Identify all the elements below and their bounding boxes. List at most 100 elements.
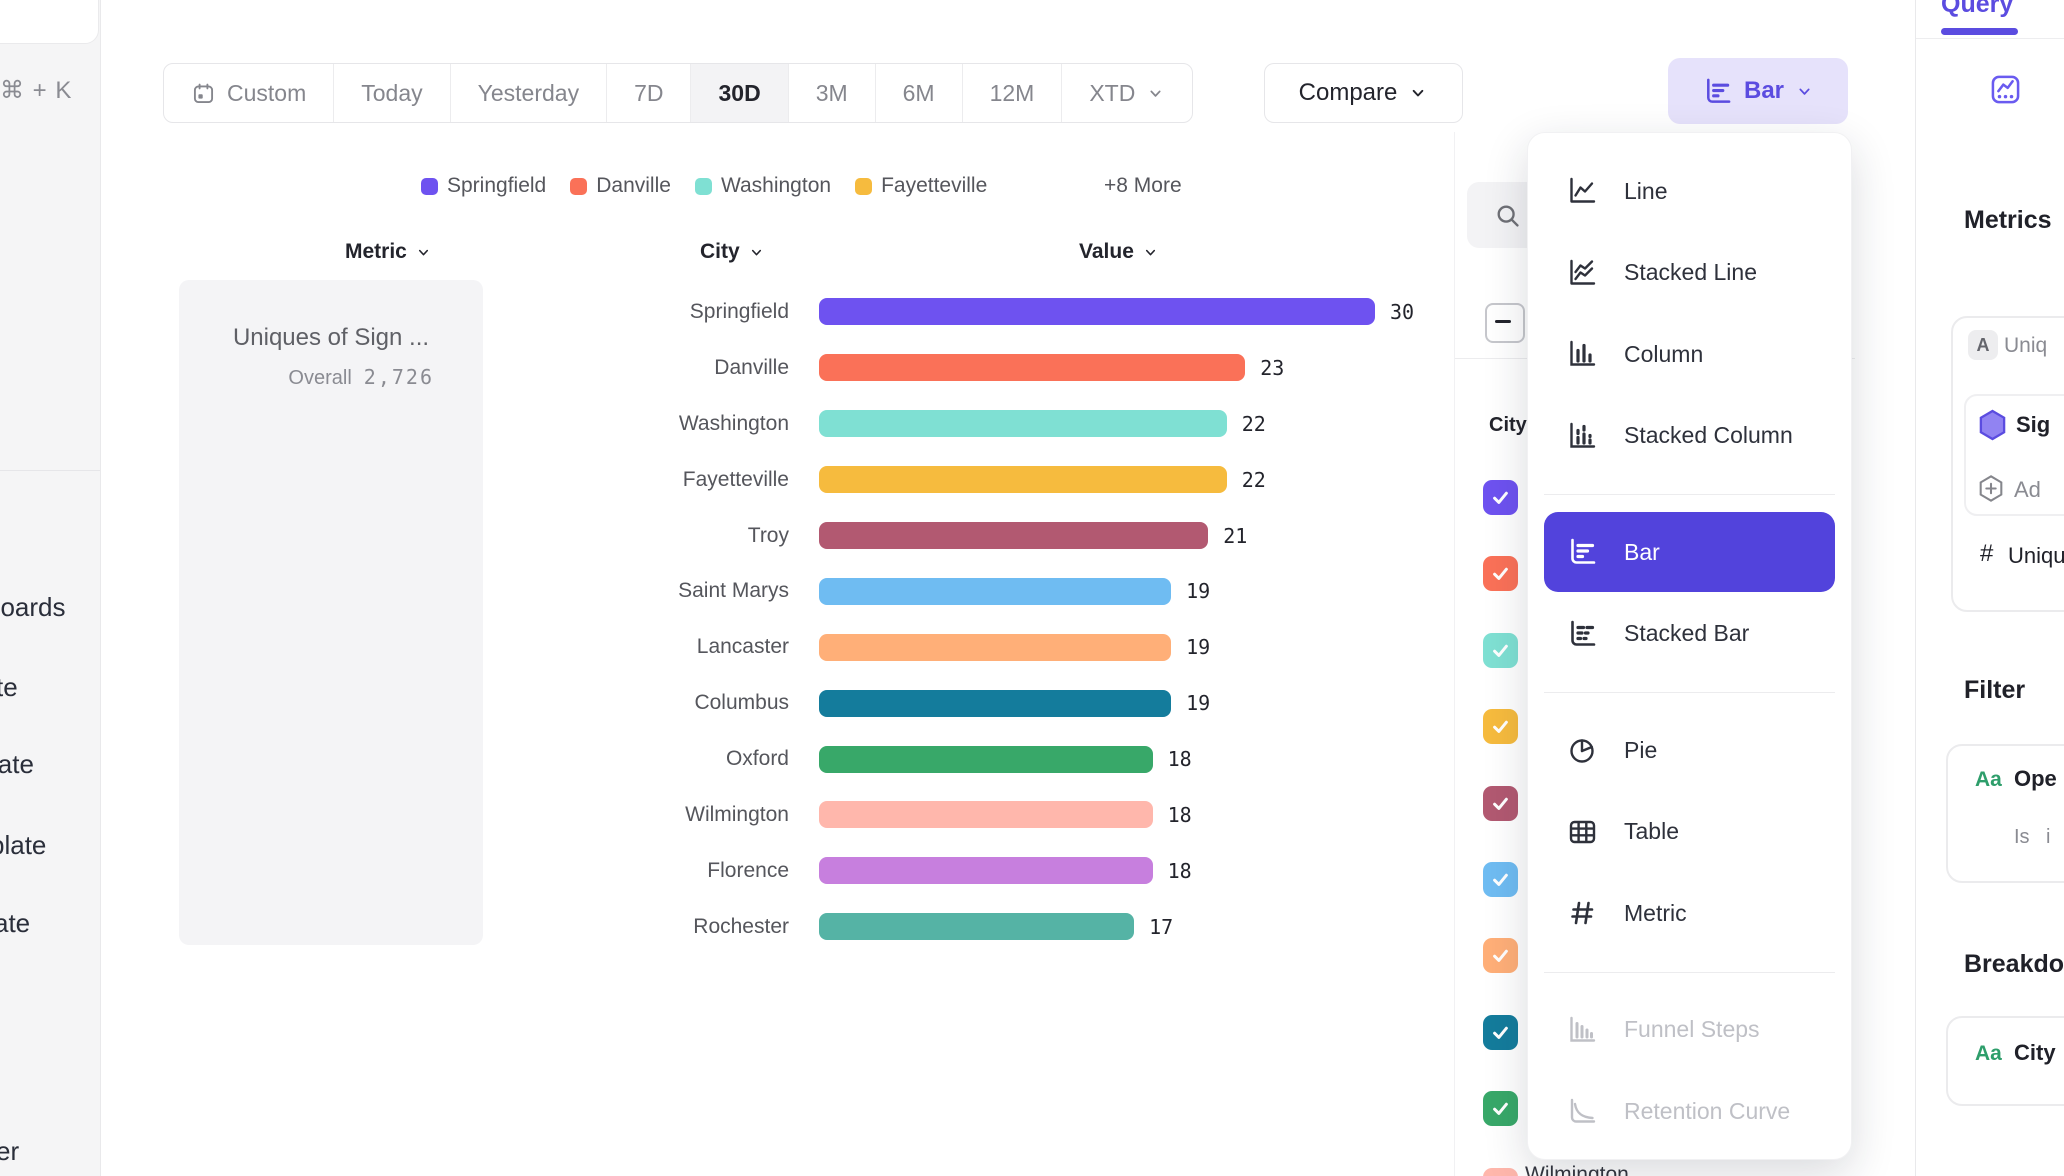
city-checkbox-saint-marys[interactable] — [1483, 862, 1518, 897]
add-event-icon[interactable] — [1976, 472, 2006, 505]
date-range-segment[interactable]: XTD — [1062, 64, 1192, 122]
bar-category-label: Troy — [747, 523, 789, 547]
bar[interactable] — [819, 633, 1172, 661]
column-header-city[interactable]: City — [700, 240, 765, 264]
filter-property[interactable]: Ope — [2014, 766, 2057, 791]
bar[interactable] — [819, 298, 1375, 326]
legend-label: Fayetteville — [881, 174, 988, 197]
date-range-segment[interactable]: 7D — [607, 64, 692, 122]
menu-item-bar[interactable]: Bar — [1544, 512, 1835, 592]
check-icon — [1490, 487, 1511, 508]
legend-item[interactable]: Fayetteville — [855, 174, 987, 198]
bar[interactable] — [819, 913, 1135, 941]
bar[interactable] — [819, 801, 1153, 829]
date-range-segment[interactable]: 3M — [789, 64, 876, 122]
bar[interactable] — [819, 522, 1209, 549]
bar[interactable] — [819, 577, 1172, 605]
compare-button[interactable]: Compare — [1264, 63, 1463, 123]
chart-row: Oxford 18 — [0, 731, 1450, 787]
column-header-value[interactable]: Value — [1079, 240, 1159, 264]
menu-divider — [1544, 692, 1835, 693]
event-card[interactable] — [1964, 394, 2064, 516]
date-range-label: 30D — [718, 79, 761, 106]
city-checkbox-troy[interactable] — [1483, 785, 1518, 821]
filter-value[interactable]: i — [2046, 826, 2051, 848]
bar[interactable] — [819, 410, 1227, 438]
nav-item-clipped[interactable]: te — [0, 672, 18, 702]
chevron-down-icon — [1142, 244, 1159, 261]
date-range-segment[interactable]: Custom — [164, 64, 335, 122]
nav-item-clipped[interactable]: late — [0, 749, 34, 779]
date-range-label: 3M — [815, 79, 848, 106]
menu-divider — [1544, 971, 1835, 973]
date-range-segment[interactable]: Today — [334, 64, 451, 122]
chart-type-button[interactable]: Bar — [1668, 58, 1848, 124]
chart-row: Florence 18 — [0, 843, 1450, 899]
add-event-label[interactable]: Ad — [2014, 477, 2041, 502]
menu-item-metric[interactable]: Metric — [1544, 873, 1835, 953]
menu-item-pie[interactable]: Pie — [1544, 710, 1835, 790]
bar-value: 18 — [1167, 747, 1192, 772]
chart-preview-icon[interactable] — [1988, 72, 2023, 107]
bar[interactable] — [819, 354, 1246, 382]
menu-item-stacked-column[interactable]: Stacked Column — [1544, 396, 1835, 476]
select-all-checkbox[interactable] — [1485, 303, 1525, 343]
filter-card[interactable] — [1946, 744, 2064, 883]
calendar-icon — [191, 81, 216, 106]
city-checkbox-washington[interactable] — [1483, 632, 1518, 668]
bar-value: 23 — [1260, 355, 1285, 380]
tab-query[interactable]: Query — [1941, 0, 2014, 18]
legend-item[interactable]: Danville — [570, 174, 671, 198]
chart-row: Danville 23 — [0, 340, 1450, 396]
date-range-segment[interactable]: Yesterday — [451, 64, 608, 122]
legend-item[interactable]: Springfield — [421, 174, 546, 198]
legend-item[interactable]: Washington — [694, 174, 832, 198]
stacked-column-chart-icon — [1566, 420, 1598, 452]
city-checkbox-fayetteville[interactable] — [1483, 709, 1518, 745]
retention-chart-icon — [1566, 1095, 1598, 1127]
breakdown-card[interactable] — [1946, 1016, 2064, 1106]
date-range-label: XTD — [1089, 79, 1136, 106]
bar[interactable] — [819, 466, 1227, 494]
city-checkbox-columbus[interactable] — [1483, 1014, 1518, 1050]
bar-value: 17 — [1149, 914, 1174, 939]
menu-item-table[interactable]: Table — [1544, 792, 1835, 872]
date-range-segment[interactable]: 30D — [691, 64, 789, 122]
bar[interactable] — [819, 745, 1153, 773]
bar-category-label: Lancaster — [696, 635, 789, 659]
chart-row: Lancaster 19 — [0, 619, 1450, 675]
check-icon — [1490, 563, 1511, 584]
legend-more[interactable]: +8 More — [1104, 174, 1182, 197]
nav-item-clipped[interactable]: ate — [0, 908, 31, 938]
city-checkbox-danville[interactable] — [1483, 556, 1518, 592]
nav-search-card[interactable] — [0, 0, 99, 44]
check-icon — [1490, 793, 1511, 814]
menu-item-stacked-line[interactable]: Stacked Line — [1544, 233, 1835, 313]
bar-value: 21 — [1223, 523, 1248, 548]
line-chart-icon — [1566, 175, 1598, 207]
city-checkbox-wilmington[interactable] — [1483, 1167, 1518, 1176]
bar[interactable] — [819, 857, 1153, 885]
nav-item-clipped[interactable]: plate — [0, 830, 47, 860]
city-checkbox-lancaster[interactable] — [1483, 938, 1518, 974]
breakdown-property[interactable]: City — [2014, 1040, 2056, 1065]
city-checkbox-oxford[interactable] — [1483, 1091, 1518, 1127]
menu-item-line[interactable]: Line — [1544, 151, 1835, 231]
menu-item-stacked-bar[interactable]: Stacked Bar — [1544, 594, 1835, 674]
bar[interactable] — [819, 689, 1172, 717]
nav-item-clipped[interactable]: er — [0, 1136, 20, 1166]
left-rail: ⌘ + K boards te late plate ate er — [0, 0, 101, 1176]
column-header-metric[interactable]: Metric — [345, 240, 432, 264]
measure-text[interactable]: Uniqu — [2008, 543, 2064, 568]
menu-item-column[interactable]: Column — [1544, 314, 1835, 394]
chart-row: Springfield 30 — [0, 284, 1450, 340]
legend-label: Washington — [720, 174, 832, 197]
metric-title: Uniques of Sign ... — [232, 324, 430, 351]
filter-operator[interactable]: Is — [2014, 826, 2030, 848]
date-range-segment[interactable]: 6M — [876, 64, 963, 122]
date-range-segment[interactable]: 12M — [963, 64, 1063, 122]
metric-card[interactable]: Uniques of Sign ... Overall 2,726 — [179, 280, 483, 945]
city-checkbox-springfield[interactable] — [1483, 480, 1518, 515]
nav-item-clipped[interactable]: boards — [0, 592, 66, 622]
